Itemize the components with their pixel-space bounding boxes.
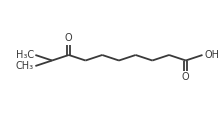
Text: OH: OH [204, 50, 219, 60]
Text: O: O [65, 33, 73, 43]
Text: H₃C: H₃C [15, 50, 34, 60]
Text: O: O [182, 72, 190, 82]
Text: CH₃: CH₃ [15, 61, 34, 71]
